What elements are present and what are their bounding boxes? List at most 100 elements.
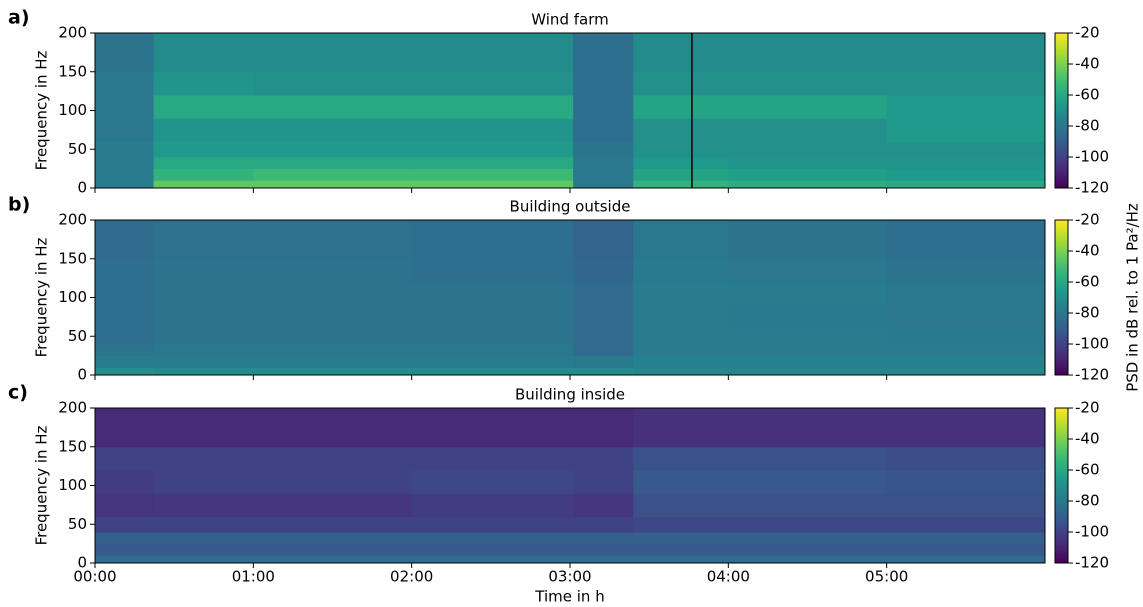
heatmap-cell	[153, 355, 254, 368]
heatmap-cell	[411, 543, 574, 556]
heatmap-cell	[253, 355, 413, 368]
colorbar-tick-label: -60	[1075, 273, 1100, 291]
heatmap-cell	[633, 532, 729, 545]
heatmap-cell	[95, 328, 155, 345]
heatmap-cell	[253, 282, 413, 306]
heatmap-cell	[728, 344, 888, 357]
panel-title: Building outside	[510, 198, 631, 216]
heatmap-cell	[633, 446, 729, 471]
heatmap-cell	[633, 543, 729, 556]
heatmap-cell	[633, 493, 729, 517]
heatmap-cell	[153, 516, 254, 533]
heatmap-cell	[886, 95, 1046, 119]
heatmap-cell	[573, 355, 634, 368]
heatmap-cell	[153, 555, 254, 564]
heatmap-cell	[886, 555, 1046, 564]
heatmap-cell	[411, 328, 574, 345]
heatmap-cell	[411, 157, 574, 170]
heatmap-cell	[153, 446, 254, 471]
heatmap-cell	[411, 367, 574, 376]
heatmap-cell	[411, 118, 574, 142]
heatmap-cell	[411, 408, 574, 448]
heatmap-cell	[153, 168, 254, 181]
heatmap-cell	[95, 532, 155, 545]
heatmap-cell	[728, 180, 888, 189]
colorbar-tick-label: -20	[1075, 399, 1100, 417]
heatmap-cell	[411, 95, 574, 119]
heatmap-cell	[886, 157, 1046, 170]
heatmap-cell	[633, 408, 729, 448]
heatmap-cell	[153, 95, 254, 119]
colorbar-tick-label: -100	[1075, 335, 1109, 353]
heatmap-cell	[153, 118, 254, 142]
heatmap-cell	[728, 446, 888, 471]
heatmap-cell	[153, 408, 254, 448]
heatmap-cell	[886, 367, 1046, 376]
heatmap-cell	[728, 141, 888, 158]
heatmap-cell	[573, 305, 634, 329]
heatmap-cell	[153, 141, 254, 158]
heatmap-cell	[573, 367, 634, 376]
colorbar	[1054, 32, 1069, 189]
heatmap-cell	[728, 71, 888, 96]
heatmap-cell	[153, 367, 254, 376]
heatmap-cell	[573, 532, 634, 545]
colorbar-tick-label: -100	[1075, 148, 1109, 166]
heatmap-cell	[153, 71, 254, 96]
heatmap-cell	[633, 470, 729, 494]
heatmap-cell	[95, 367, 155, 376]
x-tick-label: 00:00	[73, 568, 116, 586]
heatmap-cell	[886, 33, 1046, 73]
heatmap-cell	[573, 282, 634, 306]
y-tick-label: 200	[58, 24, 87, 42]
heatmap-cell	[411, 305, 574, 329]
heatmap-cell	[886, 532, 1046, 545]
y-tick-label: 150	[58, 249, 87, 267]
colorbar-label: PSD in dB rel. to 1 Pa²/Hz	[1124, 203, 1142, 392]
heatmap-cell	[253, 220, 413, 260]
colorbar-tick-label: -20	[1075, 24, 1100, 42]
y-tick-label: 200	[58, 399, 87, 417]
heatmap-cell	[411, 168, 574, 181]
heatmap-cell	[253, 71, 413, 96]
heatmap-cell	[253, 367, 413, 376]
heatmap-cell	[728, 470, 888, 494]
heatmap-cell	[253, 33, 413, 73]
heatmap-cell	[573, 157, 634, 170]
heatmap-cell	[253, 95, 413, 119]
heatmap-cell	[95, 118, 155, 142]
heatmap-cell	[573, 328, 634, 345]
heatmap-cell	[633, 168, 729, 181]
heatmap-cell	[95, 258, 155, 283]
heatmap-cell	[253, 180, 413, 189]
heatmap-cell	[728, 555, 888, 564]
heatmap-cell	[95, 95, 155, 119]
heatmap-cell	[153, 543, 254, 556]
panel-title: Building inside	[515, 386, 625, 404]
heatmap-cell	[633, 33, 729, 73]
heatmap-cell	[633, 367, 729, 376]
heatmap-cell	[95, 555, 155, 564]
heatmap-cell	[633, 305, 729, 329]
heatmap-cell	[573, 33, 634, 73]
heatmap-cell	[411, 33, 574, 73]
heatmap-cell	[153, 344, 254, 357]
heatmap-cell	[411, 532, 574, 545]
heatmap-cell	[95, 71, 155, 96]
heatmap-cell	[633, 258, 729, 283]
y-tick-label: 150	[58, 437, 87, 455]
y-tick-label: 100	[58, 288, 87, 306]
panel-label: c)	[8, 382, 28, 404]
heatmap-cell	[728, 220, 888, 260]
heatmap-cell	[886, 71, 1046, 96]
heatmap-cell	[886, 180, 1046, 189]
heatmap-cell	[253, 516, 413, 533]
heatmap-cell	[153, 33, 254, 73]
heatmap-cell	[153, 220, 254, 260]
panel-title: Wind farm	[531, 11, 608, 29]
heatmap-cell	[728, 328, 888, 345]
colorbar-tick-label: -40	[1075, 242, 1100, 260]
heatmap-cell	[573, 516, 634, 533]
colorbar-tick-label: -120	[1075, 179, 1109, 197]
heatmap-cell	[886, 282, 1046, 306]
